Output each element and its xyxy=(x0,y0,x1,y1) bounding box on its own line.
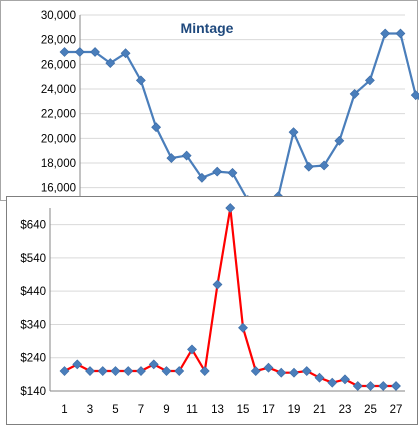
bottom-data-point xyxy=(289,367,299,378)
bottom-x-tick-label: 7 xyxy=(138,404,144,416)
bottom-data-point xyxy=(161,366,172,376)
bottom-data-point xyxy=(301,366,312,376)
bottom-data-point xyxy=(187,344,197,355)
bottom-data-point xyxy=(314,372,325,383)
bottom-y-tick-label: $340 xyxy=(20,319,46,331)
top-data-point xyxy=(59,47,70,57)
bottom-data-point xyxy=(85,366,95,376)
top-data-point xyxy=(349,89,360,99)
top-data-point xyxy=(334,135,345,146)
top-data-point xyxy=(364,75,375,86)
bottom-data-point xyxy=(110,366,121,376)
bottom-data-point xyxy=(72,359,83,370)
top-y-tick-label: 16,000 xyxy=(41,183,76,195)
top-y-tick-label: 30,000 xyxy=(41,10,76,22)
top-data-point xyxy=(120,48,131,59)
top-data-point xyxy=(212,166,223,177)
bottom-data-point xyxy=(212,279,223,290)
bottom-y-tick-label: $540 xyxy=(20,253,46,265)
bottom-data-point xyxy=(352,381,363,391)
bottom-data-point xyxy=(97,366,108,376)
bottom-data-point xyxy=(238,322,248,333)
bottom-data-point xyxy=(174,366,185,376)
bottom-data-point xyxy=(59,366,70,376)
top-data-point xyxy=(105,58,116,69)
bottom-x-tick-label: 3 xyxy=(87,404,93,416)
bottom-y-tick-label: $140 xyxy=(20,386,46,398)
bottom-y-tick-label: $640 xyxy=(20,220,46,232)
top-data-point xyxy=(197,172,207,183)
bottom-data-point xyxy=(263,362,274,373)
bottom-x-tick-label: 1 xyxy=(61,404,67,416)
bottom-data-point xyxy=(225,203,236,213)
top-data-point xyxy=(135,75,146,86)
bottom-y-axis-ticks: $640 $540 $440 $340 $240 $140 xyxy=(20,220,46,398)
top-data-point xyxy=(90,47,100,57)
top-y-axis-ticks: 30,000 28,000 26,000 24,000 22,000 20,000 18,0… xyxy=(41,10,76,195)
top-y-tick-label: 24,000 xyxy=(41,84,76,96)
bottom-data-point xyxy=(148,359,159,370)
bottom-x-tick-label: 17 xyxy=(262,404,275,416)
bottom-data-point xyxy=(250,366,261,376)
bottom-x-tick-label: 27 xyxy=(390,404,403,416)
top-data-point xyxy=(303,161,314,172)
bottom-data-point xyxy=(123,366,134,376)
top-data-point xyxy=(395,28,406,39)
bottom-data-point xyxy=(378,381,389,391)
bottom-data-point xyxy=(391,381,401,391)
bottom-data-point xyxy=(199,366,210,376)
top-chart-title: Mintage xyxy=(181,20,234,36)
top-data-point xyxy=(227,167,238,178)
top-data-point xyxy=(288,127,299,138)
top-gridlines xyxy=(80,14,405,189)
top-data-point xyxy=(74,47,85,57)
bottom-y-tick-label: $240 xyxy=(20,353,46,365)
top-data-point xyxy=(319,160,330,171)
bottom-x-axis-ticks: 1 3 5 7 9 11 13 15 17 19 21 23 25 27 xyxy=(61,404,402,416)
bottom-data-point xyxy=(365,381,376,391)
bottom-data-point xyxy=(136,366,146,376)
top-y-tick-label: 28,000 xyxy=(41,35,76,47)
top-data-point xyxy=(181,150,192,161)
bottom-x-tick-label: 21 xyxy=(313,404,326,416)
bottom-y-tick-label: $440 xyxy=(20,286,46,298)
bottom-x-tick-label: 15 xyxy=(237,404,250,416)
bottom-data-point xyxy=(276,367,287,378)
top-data-point xyxy=(166,153,177,163)
bottom-x-tick-label: 11 xyxy=(186,404,198,416)
top-y-tick-label: 26,000 xyxy=(41,59,76,71)
bottom-x-tick-label: 23 xyxy=(339,404,352,416)
bottom-data-point xyxy=(340,374,350,385)
bottom-x-tick-label: 25 xyxy=(364,404,377,416)
top-data-point xyxy=(380,28,391,39)
bottom-x-tick-label: 13 xyxy=(211,404,224,416)
bottom-chart-frame xyxy=(6,196,418,425)
bottom-x-tick-label: 5 xyxy=(112,404,118,416)
top-chart-frame xyxy=(0,0,418,201)
top-y-tick-label: 20,000 xyxy=(41,133,76,145)
bottom-x-tick-label: 19 xyxy=(288,404,301,416)
top-y-tick-label: 18,000 xyxy=(41,158,76,170)
bottom-series xyxy=(59,203,401,391)
bottom-data-point xyxy=(327,377,338,388)
bottom-x-tick-label: 9 xyxy=(163,404,169,416)
top-data-point xyxy=(151,122,162,133)
top-y-tick-label: 22,000 xyxy=(41,109,76,121)
